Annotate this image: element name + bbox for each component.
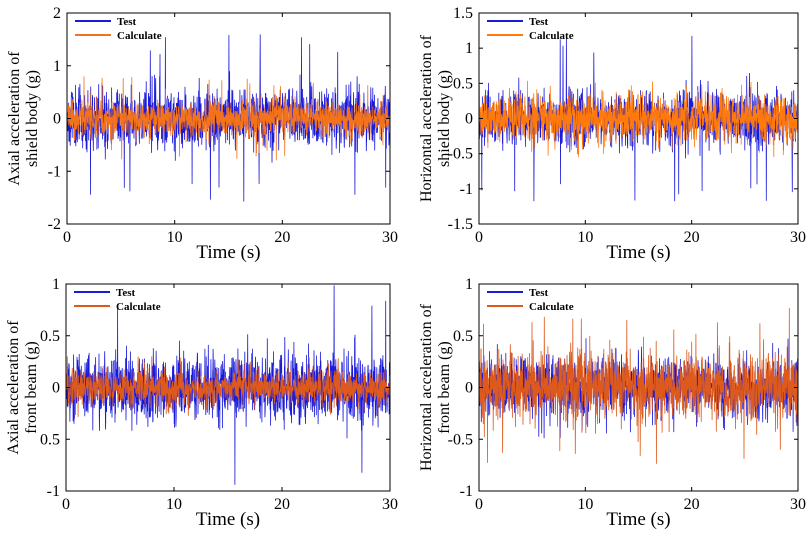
- y-tick-label: 0.5: [40, 328, 60, 345]
- y-axis-label: shield body (g): [24, 70, 41, 167]
- legend-label-calculate: Calculate: [529, 30, 574, 42]
- y-axis-label: front beam (g): [23, 341, 40, 433]
- y-tick-label: -0.5: [448, 146, 473, 163]
- chart-axial-shield: 0 10 20 30 -2 -1 0 1 2 Time (s) Axial acceleration…: [6, 5, 398, 263]
- x-axis-label: Time (s): [606, 242, 670, 263]
- y-axis-label: Horizontal acceleration of: [418, 34, 435, 202]
- y-axis-label: Axial acceleration of: [6, 51, 23, 186]
- legend-label-test: Test: [529, 287, 548, 299]
- y-tick-label: 1: [465, 40, 473, 57]
- series-calculate-line: [66, 356, 390, 418]
- y-tick-label: -0.5: [448, 431, 473, 448]
- series-calculate-line: [479, 80, 798, 158]
- series-calculate-line: [479, 307, 798, 464]
- y-tick-label: 0.5: [453, 328, 473, 345]
- x-axis-label: Time (s): [196, 242, 260, 263]
- x-tick-label: 20: [274, 229, 290, 246]
- legend-label-test: Test: [117, 16, 136, 28]
- x-tick-label: 30: [382, 496, 398, 513]
- legend: Test Calculate: [75, 16, 162, 42]
- x-tick-label: 20: [684, 496, 700, 513]
- legend-label-test: Test: [529, 16, 548, 28]
- x-tick-label: 20: [274, 496, 290, 513]
- y-axis-label: shield body (g): [436, 70, 453, 167]
- legend-label-test: Test: [116, 287, 135, 299]
- legend: Test Calculate: [74, 287, 161, 313]
- legend-label-calculate: Calculate: [529, 301, 574, 313]
- y-tick-label: 0: [465, 380, 473, 397]
- legend-label-calculate: Calculate: [117, 30, 162, 42]
- y-tick-label: 1.5: [453, 5, 473, 22]
- x-axis-label: Time (s): [606, 509, 670, 530]
- x-tick-label: 30: [790, 496, 806, 513]
- y-tick-label: 0.5: [40, 431, 60, 448]
- x-tick-label: 30: [382, 229, 398, 246]
- x-tick-label: 0: [475, 496, 483, 513]
- y-axis-label: front beam (g): [436, 341, 453, 433]
- x-tick-label: 10: [577, 496, 593, 513]
- y-tick-label: -1: [48, 163, 61, 180]
- y-tick-label: 0: [465, 111, 473, 128]
- x-axis-label: Time (s): [196, 509, 260, 530]
- y-tick-label: 0.5: [453, 75, 473, 92]
- x-tick-label: 0: [475, 229, 483, 246]
- y-tick-label: -1: [460, 181, 473, 198]
- y-tick-label: 0: [52, 380, 60, 397]
- y-tick-label: 1: [465, 276, 473, 293]
- y-tick-label: 1: [53, 58, 61, 75]
- y-axis-label: Axial acceleration of: [5, 320, 22, 455]
- y-tick-label: 1: [52, 276, 60, 293]
- x-tick-label: 30: [790, 229, 806, 246]
- chart-horizontal-front-beam: 0 10 20 30 -1 -0.5 0 0.5 1 Time (s) Horizontal acc…: [418, 276, 806, 530]
- chart-horizontal-shield: 0 10 20 30 -1.5 -1 -0.5 0 0.5 1 1.5 Time (s) Horizon…: [418, 5, 806, 263]
- chart-axial-front-beam: 0 10 20 30 -1 0.5 0 0.5 1 Time (s) Axial accelerat…: [5, 276, 398, 530]
- legend: Test Calculate: [487, 16, 574, 42]
- y-tick-label: -1.5: [448, 216, 473, 233]
- y-tick-label: 2: [53, 5, 61, 22]
- x-tick-label: 20: [684, 229, 700, 246]
- x-tick-label: 0: [62, 496, 70, 513]
- y-tick-label: -1: [460, 483, 473, 500]
- x-tick-label: 10: [167, 229, 183, 246]
- y-tick-label: 0: [53, 111, 61, 128]
- x-tick-label: 10: [577, 229, 593, 246]
- x-tick-label: 0: [63, 229, 71, 246]
- series-calculate-line: [67, 76, 390, 161]
- series-test-line: [67, 34, 390, 202]
- legend: Test Calculate: [487, 287, 574, 313]
- y-tick-label: -1: [47, 483, 60, 500]
- x-tick-label: 10: [166, 496, 182, 513]
- y-axis-label: Horizontal acceleration of: [418, 303, 435, 471]
- legend-label-calculate: Calculate: [116, 301, 161, 313]
- y-tick-label: -2: [48, 216, 61, 233]
